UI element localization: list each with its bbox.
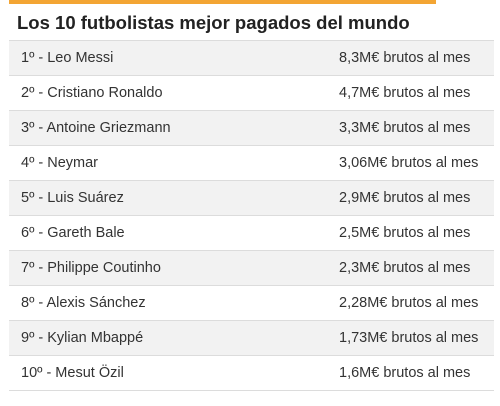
player-salary: 1,73M€ brutos al mes bbox=[339, 330, 479, 346]
player-name: 10º - Mesut Özil bbox=[21, 365, 124, 381]
player-name: 1º - Leo Messi bbox=[21, 50, 114, 66]
player-name: 6º - Gareth Bale bbox=[21, 225, 125, 241]
ranking-table: 1º - Leo Messi 8,3M€ brutos al mes 2º - … bbox=[9, 40, 494, 391]
table-row: 3º - Antoine Griezmann 3,3M€ brutos al m… bbox=[9, 111, 494, 146]
accent-bar bbox=[9, 0, 436, 4]
table-row: 7º - Philippe Coutinho 2,3M€ brutos al m… bbox=[9, 251, 494, 286]
player-name: 9º - Kylian Mbappé bbox=[21, 330, 144, 346]
table-row: 10º - Mesut Özil 1,6M€ brutos al mes bbox=[9, 356, 494, 391]
player-salary: 2,9M€ brutos al mes bbox=[339, 190, 471, 206]
player-name: 4º - Neymar bbox=[21, 155, 99, 171]
table-row: 1º - Leo Messi 8,3M€ brutos al mes bbox=[9, 41, 494, 76]
player-salary: 2,28M€ brutos al mes bbox=[339, 295, 479, 311]
player-salary: 3,3M€ brutos al mes bbox=[339, 120, 471, 136]
player-salary: 2,5M€ brutos al mes bbox=[339, 225, 471, 241]
page-title: Los 10 futbolistas mejor pagados del mun… bbox=[17, 12, 410, 33]
player-salary: 8,3M€ brutos al mes bbox=[339, 50, 471, 66]
player-name: 5º - Luis Suárez bbox=[21, 190, 124, 206]
table-row: 9º - Kylian Mbappé 1,73M€ brutos al mes bbox=[9, 321, 494, 356]
table-row: 8º - Alexis Sánchez 2,28M€ brutos al mes bbox=[9, 286, 494, 321]
table-row: 6º - Gareth Bale 2,5M€ brutos al mes bbox=[9, 216, 494, 251]
player-name: 8º - Alexis Sánchez bbox=[21, 295, 146, 311]
table-row: 2º - Cristiano Ronaldo 4,7M€ brutos al m… bbox=[9, 76, 494, 111]
player-name: 7º - Philippe Coutinho bbox=[21, 260, 161, 276]
table-row: 5º - Luis Suárez 2,9M€ brutos al mes bbox=[9, 181, 494, 216]
player-name: 2º - Cristiano Ronaldo bbox=[21, 85, 163, 101]
player-salary: 3,06M€ brutos al mes bbox=[339, 155, 479, 171]
player-salary: 4,7M€ brutos al mes bbox=[339, 85, 471, 101]
player-salary: 1,6M€ brutos al mes bbox=[339, 365, 471, 381]
player-name: 3º - Antoine Griezmann bbox=[21, 120, 171, 136]
table-row: 4º - Neymar 3,06M€ brutos al mes bbox=[9, 146, 494, 181]
player-salary: 2,3M€ brutos al mes bbox=[339, 260, 471, 276]
